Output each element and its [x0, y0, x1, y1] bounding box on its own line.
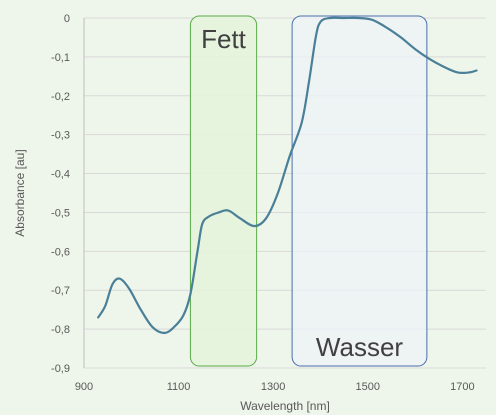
annotation-box-fett [189, 15, 258, 367]
y-tick-label-9: -0,9 [51, 363, 70, 375]
y-tick-label-3: -0,3 [51, 130, 70, 142]
y-tick-label-4: -0,4 [51, 169, 70, 181]
annotation-label-wasser: Wasser [316, 332, 403, 362]
series-line-0 [97, 16, 478, 335]
x-tick-label-0: 900 [75, 381, 93, 393]
y-tick-label-1: -0,1 [51, 52, 70, 64]
annotation-label-fett: Fett [201, 24, 247, 54]
x-tick-label-4: 1700 [450, 381, 474, 393]
annotation-box-wasser [291, 15, 428, 367]
annotation-boxes [189, 15, 428, 367]
y-tick-label-7: -0,7 [51, 285, 70, 297]
x-tick-label-3: 1500 [356, 381, 380, 393]
x-tick-label-1: 1100 [167, 381, 191, 393]
labels: Fett Wasser 0 -0,1 -0,2 -0,3 -0,4 -0,5 -0,6 -0,7 -… [13, 13, 475, 413]
y-tick-label-0: 0 [64, 13, 70, 25]
y-tick-label-6: -0,6 [51, 246, 70, 258]
y-tick-label-5: -0,5 [51, 207, 70, 219]
x-tick-label-2: 1300 [261, 381, 285, 393]
y-axis-title: Absorbance [au] [13, 149, 27, 236]
series-layer [97, 16, 478, 335]
x-axis-title: Wavelength [nm] [240, 399, 330, 413]
y-tick-label-2: -0,2 [51, 91, 70, 103]
y-tick-label-8: -0,8 [51, 324, 70, 336]
